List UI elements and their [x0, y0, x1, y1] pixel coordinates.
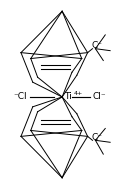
Text: C⁻: C⁻: [92, 133, 102, 142]
Text: 4+: 4+: [74, 91, 83, 95]
Text: C⁻: C⁻: [92, 41, 102, 50]
Text: ⁻Cl: ⁻Cl: [13, 92, 27, 101]
Text: Ti: Ti: [64, 92, 72, 101]
Text: Cl⁻: Cl⁻: [92, 92, 106, 101]
